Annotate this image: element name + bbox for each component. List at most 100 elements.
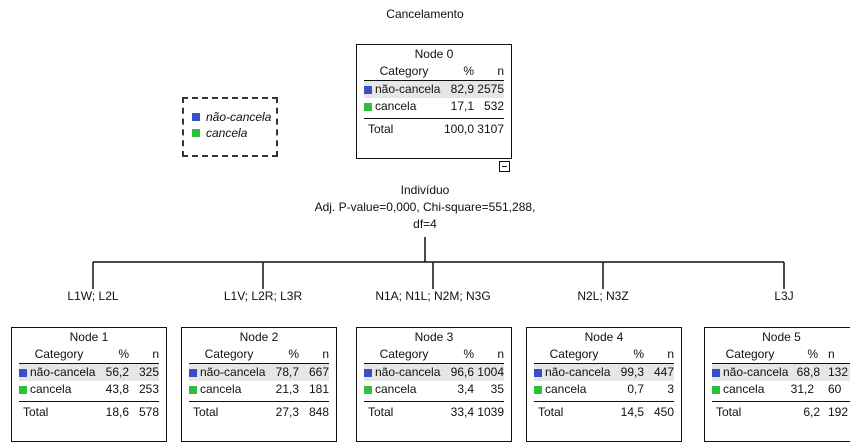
branch-label-node-5: L3J <box>774 289 794 303</box>
percent-value: 96,6 <box>450 365 474 379</box>
table-total-row: Total 14,5 450 <box>534 401 674 422</box>
header-category: Category <box>725 347 775 361</box>
node-1[interactable]: Node 1 Category % n não-cancela 56,2 325… <box>11 327 167 442</box>
split-info: Indivíduo Adj. P-value=0,000, Chi-square… <box>300 182 550 233</box>
node-table: Category % n não-cancela 96,6 1004 cance… <box>364 346 504 422</box>
node-title: Node 0 <box>414 47 454 61</box>
category-label: não-cancela <box>545 365 611 379</box>
count-value: 447 <box>653 365 674 379</box>
percent-value: 31,2 <box>790 382 814 396</box>
diagram-title: Cancelamento <box>386 7 464 21</box>
table-row-cancela: cancela 3,4 35 <box>364 381 504 398</box>
count-value: 60 <box>828 382 842 396</box>
percent-value: 17,1 <box>450 99 474 113</box>
branch-label-node-3: N1A; N1L; N2M; N3G <box>375 289 491 303</box>
count-value: 3 <box>667 382 674 396</box>
node-3[interactable]: Node 3 Category % n não-cancela 96,6 100… <box>356 327 512 442</box>
percent-value: 78,7 <box>275 365 299 379</box>
total-label: Total <box>368 405 394 419</box>
header-n: n <box>497 347 504 361</box>
split-df: df=4 <box>413 217 437 231</box>
header-n: n <box>152 347 159 361</box>
table-row-nao-cancela: não-cancela 68,8 132 <box>712 364 850 381</box>
node-title: Node 3 <box>414 330 454 344</box>
node-0[interactable]: Node 0 Category % n não-cancela 82,9 257… <box>356 44 512 159</box>
total-label: Total <box>716 405 742 419</box>
node-table: Category % n não-cancela 82,9 2575 cance… <box>364 63 504 139</box>
node-2[interactable]: Node 2 Category % n não-cancela 78,7 667… <box>181 327 337 442</box>
table-row-nao-cancela: não-cancela 82,9 2575 <box>364 81 504 98</box>
total-count: 450 <box>653 405 674 419</box>
percent-value: 99,3 <box>620 365 644 379</box>
node-table: Category % n não-cancela 68,8 132 cancel… <box>712 346 850 422</box>
node-4[interactable]: Node 4 Category % n não-cancela 99,3 447… <box>526 327 682 442</box>
count-value: 253 <box>138 382 159 396</box>
total-count: 848 <box>308 405 329 419</box>
total-percent: 6,2 <box>803 405 820 419</box>
count-value: 2575 <box>477 82 504 96</box>
percent-value: 68,8 <box>796 365 820 379</box>
category-label: cancela <box>30 382 72 396</box>
branch-label-node-4: N2L; N3Z <box>577 289 629 303</box>
total-count: 578 <box>138 405 159 419</box>
table-row-nao-cancela: não-cancela 96,6 1004 <box>364 364 504 381</box>
category-label: cancela <box>545 382 587 396</box>
table-header-row: Category % n <box>364 346 504 364</box>
legend-label: cancela <box>206 126 248 140</box>
category-swatch-cancela <box>534 385 542 394</box>
table-row-cancela: cancela 21,3 181 <box>189 381 329 398</box>
count-value: 667 <box>308 365 329 379</box>
category-swatch-cancela <box>712 385 720 394</box>
table-header-row: Category % n <box>19 346 159 364</box>
table-total-row: Total 27,3 848 <box>189 401 329 422</box>
count-value: 181 <box>308 382 329 396</box>
category-swatch-cancela <box>364 102 372 111</box>
header-n: n <box>497 64 504 78</box>
total-count: 192 <box>828 405 849 419</box>
category-swatch-nao-cancela <box>19 368 27 377</box>
header-percent: % <box>118 347 129 361</box>
header-n: n <box>322 347 329 361</box>
header-n: n <box>667 347 674 361</box>
category-swatch-nao-cancela <box>189 368 197 377</box>
count-value: 35 <box>490 382 504 396</box>
node-table: Category % n não-cancela 78,7 667 cancel… <box>189 346 329 422</box>
split-stats: Adj. P-value=0,000, Chi-square=551,288, <box>314 200 536 214</box>
category-swatch-nao-cancela <box>534 368 542 377</box>
header-percent: % <box>633 347 644 361</box>
collapse-toggle-button[interactable] <box>499 161 510 172</box>
table-row-cancela: cancela 31,2 60 <box>712 381 850 398</box>
header-percent: % <box>807 347 818 361</box>
header-category: Category <box>379 64 429 78</box>
table-row-cancela: cancela 17,1 532 <box>364 98 504 115</box>
category-swatch-cancela <box>189 385 197 394</box>
split-variable: Indivíduo <box>400 183 450 197</box>
header-percent: % <box>463 64 474 78</box>
table-header-row: Category % n <box>534 346 674 364</box>
percent-value: 56,2 <box>105 365 129 379</box>
table-total-row: Total 100,0 3107 <box>364 118 504 139</box>
total-count: 1039 <box>477 405 504 419</box>
category-label: cancela <box>375 382 417 396</box>
legend-item-cancela: cancela <box>192 125 276 141</box>
total-percent: 33,4 <box>450 405 474 419</box>
table-row-cancela: cancela 0,7 3 <box>534 381 674 398</box>
table-row-cancela: cancela 43,8 253 <box>19 381 159 398</box>
node-table: Category % n não-cancela 56,2 325 cancel… <box>19 346 159 422</box>
percent-value: 82,9 <box>450 82 474 96</box>
header-percent: % <box>288 347 299 361</box>
percent-value: 43,8 <box>105 382 129 396</box>
branch-label-node-2: L1V; L2R; L3R <box>223 289 303 303</box>
node-title: Node 1 <box>69 330 109 344</box>
legend-swatch-cancela <box>192 129 200 137</box>
node-title: Node 5 <box>762 330 801 344</box>
category-swatch-nao-cancela <box>712 368 720 377</box>
node-table: Category % n não-cancela 99,3 447 cancel… <box>534 346 674 422</box>
total-percent: 100,0 <box>444 122 475 136</box>
total-label: Total <box>538 405 564 419</box>
table-header-row: Category % n <box>712 346 850 364</box>
count-value: 532 <box>483 99 504 113</box>
header-n: n <box>828 347 835 361</box>
category-swatch-nao-cancela <box>364 85 372 94</box>
node-5[interactable]: Node 5 Category % n não-cancela 68,8 132… <box>704 327 850 442</box>
